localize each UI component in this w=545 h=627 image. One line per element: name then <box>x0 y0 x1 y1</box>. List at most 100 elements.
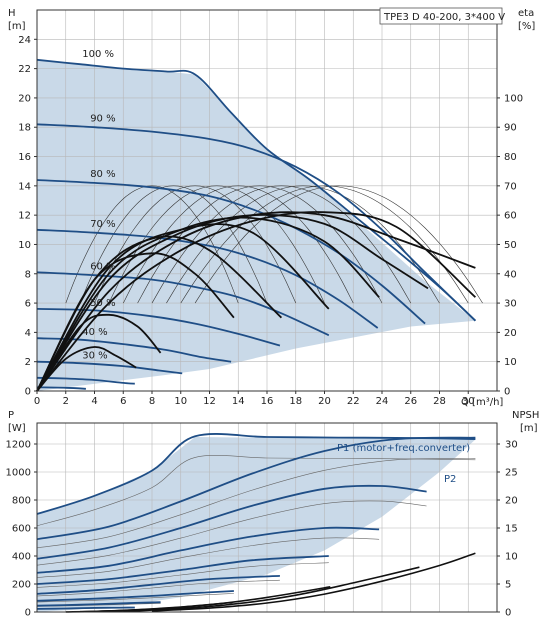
speed-label: 100 % <box>82 49 114 60</box>
head-ytick-label: 2 <box>25 357 31 368</box>
head-ytick-label: 0 <box>25 387 31 398</box>
flow-xtick-label: 22 <box>347 396 360 407</box>
head-ytick-label: 16 <box>18 152 31 163</box>
head-ytick-label: 10 <box>18 240 31 251</box>
npsh-curve <box>151 552 476 612</box>
chart-title: TPE3 D 40-200, 3*400 V <box>383 12 505 23</box>
head-curve <box>36 308 281 347</box>
flow-xtick-label: 24 <box>376 396 389 407</box>
eta-ytick-label: 40 <box>504 269 517 280</box>
head-ytick-label: 22 <box>18 64 31 75</box>
p1-curve <box>36 575 280 595</box>
flow-xtick-label: 18 <box>289 396 302 407</box>
head-thin-curve <box>194 185 483 304</box>
head-thin-curve <box>137 185 383 304</box>
speed-label: 60 % <box>90 261 115 272</box>
power-ytick-label: 400 <box>12 552 31 563</box>
eta-curve <box>36 346 137 392</box>
speed-label: 50 % <box>90 298 115 309</box>
p1-curve <box>36 484 427 560</box>
npsh-axis-unit: [m] <box>520 423 538 434</box>
npsh-ytick-label: 15 <box>505 524 518 535</box>
p1-curve <box>36 526 380 574</box>
head-curve <box>36 376 135 385</box>
eta-ytick-label: 70 <box>504 181 517 192</box>
npsh-ytick-label: 10 <box>505 552 518 563</box>
head-ytick-label: 14 <box>18 181 31 192</box>
p2-annotation: P2 <box>444 474 456 485</box>
eta-curve <box>36 223 330 392</box>
head-axis-unit: [m] <box>8 21 26 32</box>
head-ytick-label: 8 <box>25 269 31 280</box>
flow-xtick-label: 10 <box>174 396 187 407</box>
eta-ytick-label: 30 <box>504 299 517 310</box>
head-curve <box>36 360 183 375</box>
power-ytick-label: 1200 <box>6 440 31 451</box>
eta-axis-label: eta <box>518 8 534 19</box>
flow-xtick-label: 28 <box>433 396 446 407</box>
title-box <box>379 7 503 25</box>
flow-xtick-label: 30 <box>462 396 475 407</box>
p1-curve <box>36 436 476 541</box>
eta-curve <box>36 211 476 392</box>
head-thin-curve <box>151 185 412 304</box>
head-axis-label: H <box>8 8 16 19</box>
eta-curve <box>36 313 162 392</box>
power-panel: 0 200 400 600 800 1000 1200 0 5 10 15 20 25 30 <box>6 422 518 619</box>
npsh-ytick-label: 0 <box>505 608 511 619</box>
speed-label: 80 % <box>90 169 115 180</box>
flow-xtick-label: 0 <box>34 396 40 407</box>
speed-label: 30 % <box>82 351 107 362</box>
speed-label: 90 % <box>90 113 115 124</box>
p1-annotation: P1 (motor+freq.converter) <box>337 443 470 454</box>
head-ytick-label: 4 <box>25 328 31 339</box>
p2-curve <box>36 458 476 549</box>
p2-curve <box>36 562 329 588</box>
npsh-ytick-label: 20 <box>505 496 518 507</box>
flow-xtick-label: 2 <box>63 396 69 407</box>
flow-xtick-label: 8 <box>149 396 155 407</box>
head-curve <box>36 386 86 390</box>
npsh-axis-label: NPSH <box>512 410 539 421</box>
p2-curve <box>36 579 280 597</box>
eta-ytick-label: 10 <box>504 357 517 368</box>
npsh-curve <box>123 566 420 613</box>
p1-curve <box>36 590 234 602</box>
flow-xtick-label: 26 <box>404 396 417 407</box>
head-curve <box>36 228 379 329</box>
npsh-ytick-label: 5 <box>505 580 511 591</box>
eta-ytick-label: 50 <box>504 240 517 251</box>
flow-xtick-label: 14 <box>232 396 245 407</box>
head-thin-curve <box>65 185 239 304</box>
npsh-ytick-label: 30 <box>505 440 518 451</box>
head-thin-curve <box>180 185 469 304</box>
power-ytick-label: 800 <box>12 496 31 507</box>
flow-xtick-label: 6 <box>120 396 126 407</box>
flow-axis-label: Q [m³/h] <box>461 397 503 408</box>
p1-curve <box>36 606 135 610</box>
head-curve <box>36 271 330 337</box>
flow-xtick-label: 20 <box>318 396 331 407</box>
p2-curve <box>36 537 380 578</box>
head-envelope-area <box>37 59 476 392</box>
head-ytick-label: 20 <box>18 93 31 104</box>
head-curve <box>36 179 426 325</box>
head-thin-curve <box>108 185 325 304</box>
flow-xtick-label: 16 <box>261 396 274 407</box>
eta-curve <box>36 216 380 392</box>
power-panel-frame <box>36 422 498 613</box>
flow-xtick-label: 12 <box>203 396 216 407</box>
head-ytick-label: 18 <box>18 123 31 134</box>
speed-label: 70 % <box>90 219 115 230</box>
head-thin-curve <box>79 185 268 304</box>
p1-curve <box>36 555 329 585</box>
p2-curve <box>36 500 427 566</box>
head-ytick-label: 24 <box>18 35 31 46</box>
eta-ytick-label: 90 <box>504 123 517 134</box>
eta-curve <box>36 213 429 392</box>
power-axis-label: P <box>8 410 14 421</box>
power-envelope-area <box>37 437 476 612</box>
eta-ytick-label: 100 <box>504 93 523 104</box>
